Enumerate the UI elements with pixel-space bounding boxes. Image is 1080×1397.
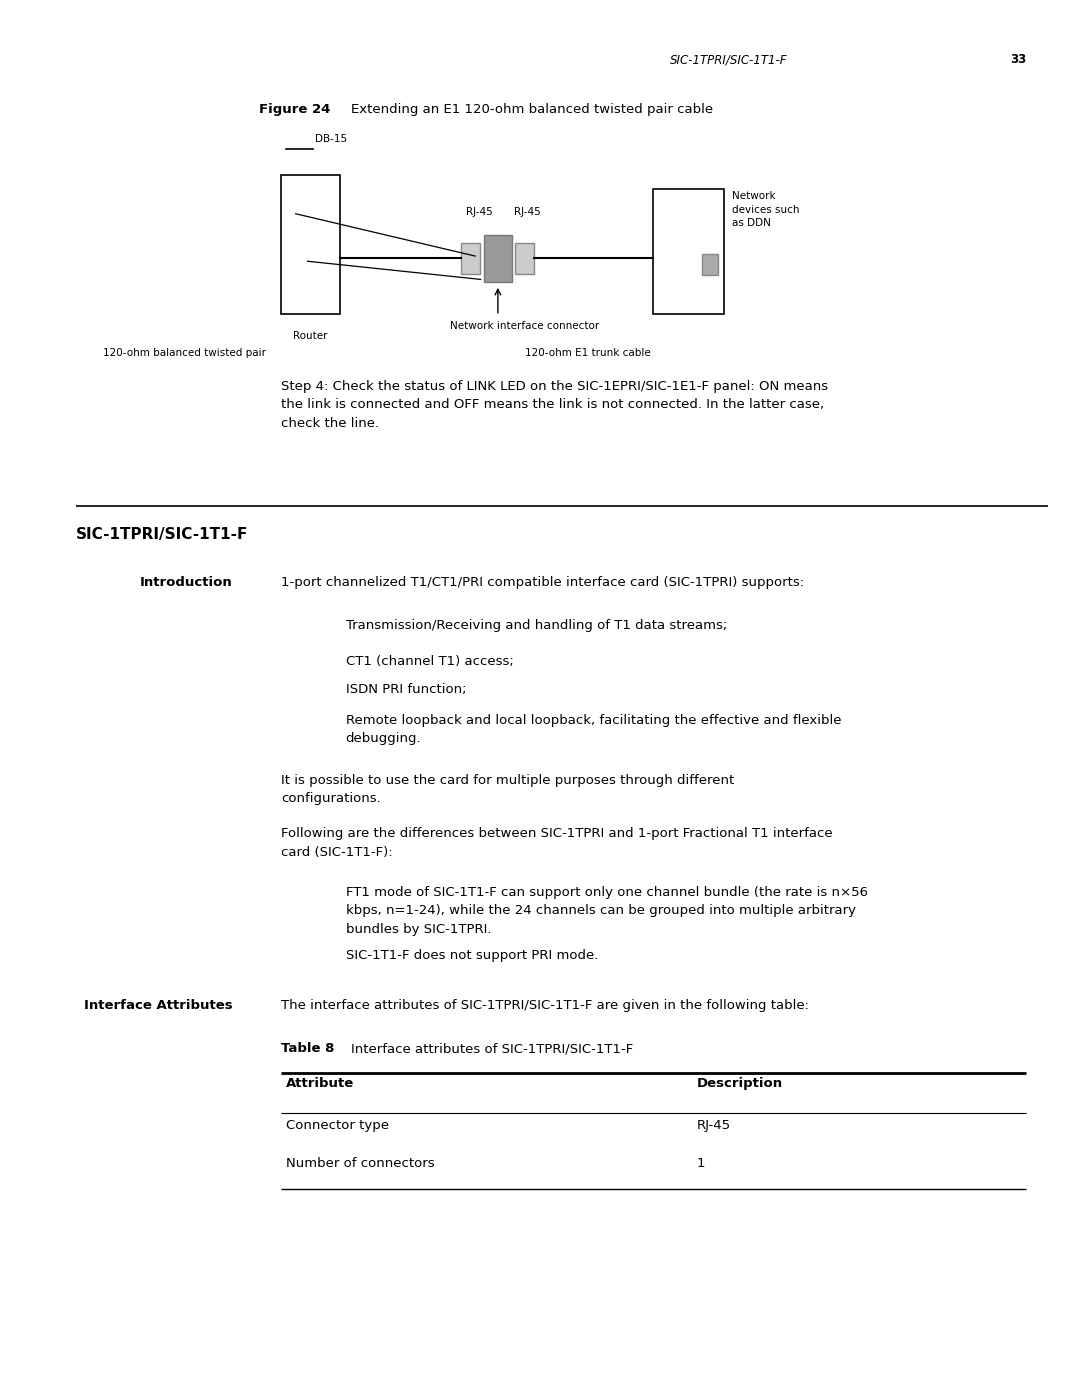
Bar bbox=[281, 175, 340, 314]
Text: Introduction: Introduction bbox=[139, 576, 232, 588]
Bar bbox=[702, 254, 718, 275]
Text: RJ-45: RJ-45 bbox=[697, 1119, 731, 1132]
Text: Step 4: Check the status of LINK LED on the SIC-1EPRI/SIC-1E1-F panel: ON means
: Step 4: Check the status of LINK LED on … bbox=[281, 380, 828, 430]
Text: 1-port channelized T1/CT1/PRI compatible interface card (SIC-1TPRI) supports:: 1-port channelized T1/CT1/PRI compatible… bbox=[281, 576, 804, 588]
Bar bbox=[515, 243, 534, 274]
Text: Description: Description bbox=[697, 1077, 783, 1090]
Text: CT1 (channel T1) access;: CT1 (channel T1) access; bbox=[346, 655, 513, 668]
Text: SIC-1TPRI/SIC-1T1-F: SIC-1TPRI/SIC-1T1-F bbox=[670, 53, 787, 66]
Text: Extending an E1 120-ohm balanced twisted pair cable: Extending an E1 120-ohm balanced twisted… bbox=[351, 103, 713, 116]
Bar bbox=[484, 235, 512, 282]
Text: SIC-1T1-F does not support PRI mode.: SIC-1T1-F does not support PRI mode. bbox=[346, 949, 598, 961]
Text: Remote loopback and local loopback, facilitating the effective and flexible
debu: Remote loopback and local loopback, faci… bbox=[346, 714, 841, 745]
Text: Interface attributes of SIC-1TPRI/SIC-1T1-F: Interface attributes of SIC-1TPRI/SIC-1T… bbox=[351, 1042, 633, 1055]
Text: FT1 mode of SIC-1T1-F can support only one channel bundle (the rate is n×56
kbps: FT1 mode of SIC-1T1-F can support only o… bbox=[346, 886, 867, 936]
Text: DB-15: DB-15 bbox=[314, 134, 347, 144]
Text: 120-ohm balanced twisted pair: 120-ohm balanced twisted pair bbox=[103, 348, 266, 358]
Text: Transmission/Receiving and handling of T1 data streams;: Transmission/Receiving and handling of T… bbox=[346, 619, 727, 631]
Text: Number of connectors: Number of connectors bbox=[286, 1157, 435, 1169]
Text: Table 8: Table 8 bbox=[281, 1042, 334, 1055]
Text: Network
devices such
as DDN: Network devices such as DDN bbox=[732, 191, 799, 228]
Text: 1: 1 bbox=[697, 1157, 705, 1169]
Text: RJ-45: RJ-45 bbox=[467, 207, 492, 217]
Text: Figure 24: Figure 24 bbox=[259, 103, 330, 116]
Text: RJ-45: RJ-45 bbox=[514, 207, 540, 217]
Text: Router: Router bbox=[294, 331, 327, 341]
Text: Attribute: Attribute bbox=[286, 1077, 354, 1090]
Text: SIC-1TPRI/SIC-1T1-F: SIC-1TPRI/SIC-1T1-F bbox=[76, 527, 248, 542]
Text: The interface attributes of SIC-1TPRI/SIC-1T1-F are given in the following table: The interface attributes of SIC-1TPRI/SI… bbox=[281, 999, 809, 1011]
Text: Interface Attributes: Interface Attributes bbox=[83, 999, 232, 1011]
Text: ISDN PRI function;: ISDN PRI function; bbox=[346, 683, 467, 696]
Text: 120-ohm E1 trunk cable: 120-ohm E1 trunk cable bbox=[525, 348, 650, 358]
Text: Network interface connector: Network interface connector bbox=[450, 321, 599, 331]
Bar bbox=[653, 189, 724, 314]
Text: It is possible to use the card for multiple purposes through different
configura: It is possible to use the card for multi… bbox=[281, 774, 734, 806]
Bar bbox=[461, 243, 480, 274]
Text: 33: 33 bbox=[1010, 53, 1026, 66]
Text: Following are the differences between SIC-1TPRI and 1-port Fractional T1 interfa: Following are the differences between SI… bbox=[281, 827, 833, 859]
Text: Connector type: Connector type bbox=[286, 1119, 389, 1132]
